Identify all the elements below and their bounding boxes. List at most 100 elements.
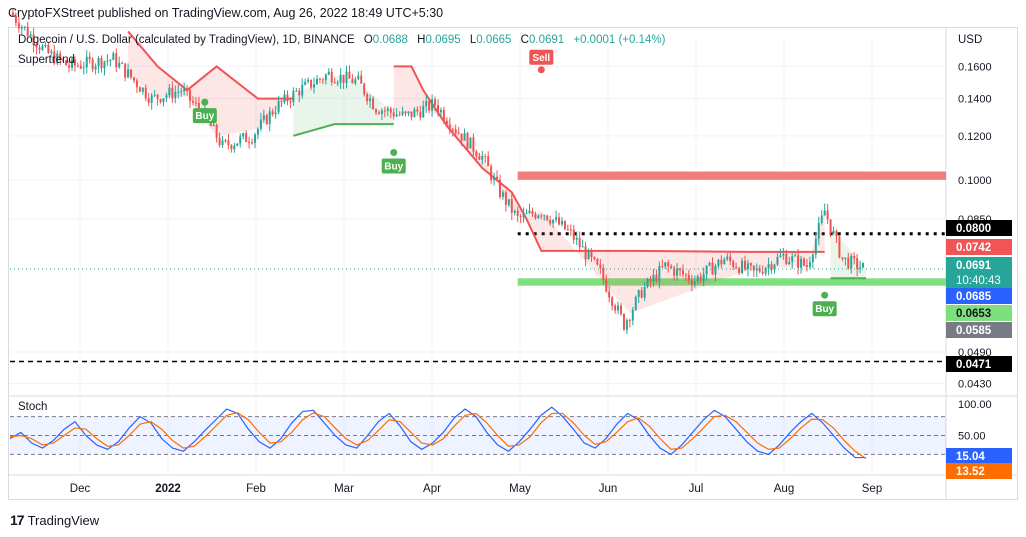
signal-box-sell [529,49,554,65]
candle-body [540,215,543,217]
candle-body [174,91,177,99]
candle-body [702,274,705,281]
price-tag-box [946,305,1012,321]
candle-body [404,111,407,114]
candle-body [667,262,670,267]
candle-body [11,12,14,16]
stoch-legend[interactable]: Stoch [18,401,48,413]
candle-body [315,78,318,85]
candle-body [392,112,395,117]
candle-body [156,94,159,99]
candle-body [348,71,351,79]
candle-body [658,266,661,282]
candle-body [280,101,283,103]
candle-body [617,305,620,311]
candle-body [162,98,165,103]
price-tag-box [946,322,1012,338]
candle-body [788,261,791,264]
candle-body [552,219,555,224]
candle-body [97,58,100,67]
candle-body [26,26,29,37]
candle-body [380,110,383,115]
candle-body [313,84,316,88]
candle-body [791,256,794,262]
candle-body [236,143,239,146]
candle-body [835,231,838,237]
resistance-zone [517,171,946,180]
candle-body [752,265,755,271]
candle-body [649,278,652,282]
candle-body [711,262,714,275]
candle-body [177,91,180,93]
candle-body [838,236,841,258]
candle-body [847,257,850,269]
candle-body [853,255,856,259]
candle-body [168,87,171,96]
candle-body [283,94,286,102]
candle-body [448,124,451,130]
candle-body [354,79,357,84]
candle-body [29,34,32,37]
candle-body [478,156,481,160]
candle-body [687,274,690,281]
candle-body [47,44,50,53]
price-tag-label: 0.0685 [956,291,992,303]
signal-box-buy [192,108,217,124]
candle-body [773,264,776,270]
candle-body [183,89,186,92]
currency-label[interactable]: USD [958,34,983,46]
candle-body [351,78,354,84]
candle-body [298,90,301,96]
close-label: C [520,34,529,46]
candle-body [38,47,41,50]
candle-body [56,53,59,64]
candle-body [817,222,820,239]
candle-body [386,108,389,111]
candle-body [342,74,345,83]
candle-body [330,71,333,83]
candle-body [531,210,534,215]
candle-body [856,258,859,269]
candle-body [135,80,138,88]
candle-body [159,98,162,103]
tradingview-logo[interactable]: 17 TradingView [10,512,99,528]
candle-body [389,108,392,113]
candle-body [366,94,369,102]
price-tag-label: 0.0800 [956,223,991,235]
candle-body [369,98,372,102]
tradingview-logo-icon: 17 [10,512,25,528]
candle-body [79,65,82,69]
time-tick-label: Jul [689,483,704,495]
candle-body [289,101,292,103]
candle-body [572,229,575,240]
candle-body [127,69,130,78]
candle-body [563,220,566,230]
candle-body [251,142,254,144]
candle-body [221,140,224,146]
candle-body [699,276,702,281]
candle-body [516,210,519,217]
time-tick-label: May [509,483,531,495]
candle-body [714,265,717,275]
candle-body [189,89,192,101]
candle-body [407,111,410,114]
candle-body [614,305,617,311]
candle-body [357,75,360,80]
signal-label-buy: Buy [384,161,403,172]
candle-body [723,259,726,265]
candle-body [132,77,135,81]
symbol-legend[interactable]: Dogecoin / U.S. Dollar (calculated by Tr… [18,34,665,46]
candle-body [35,45,38,48]
candle-body [62,59,65,61]
supertrend-legend[interactable]: Supertrend [18,54,75,66]
candle-body [253,134,256,143]
candle-body [383,110,386,112]
symbol-title[interactable]: Dogecoin / U.S. Dollar (calculated by Tr… [18,34,355,46]
candle-body [472,137,475,152]
candle-body [94,66,97,70]
candle-body [150,95,153,103]
candle-body [625,320,628,330]
supertrend-line-down [393,65,825,253]
candle-body [681,270,684,275]
